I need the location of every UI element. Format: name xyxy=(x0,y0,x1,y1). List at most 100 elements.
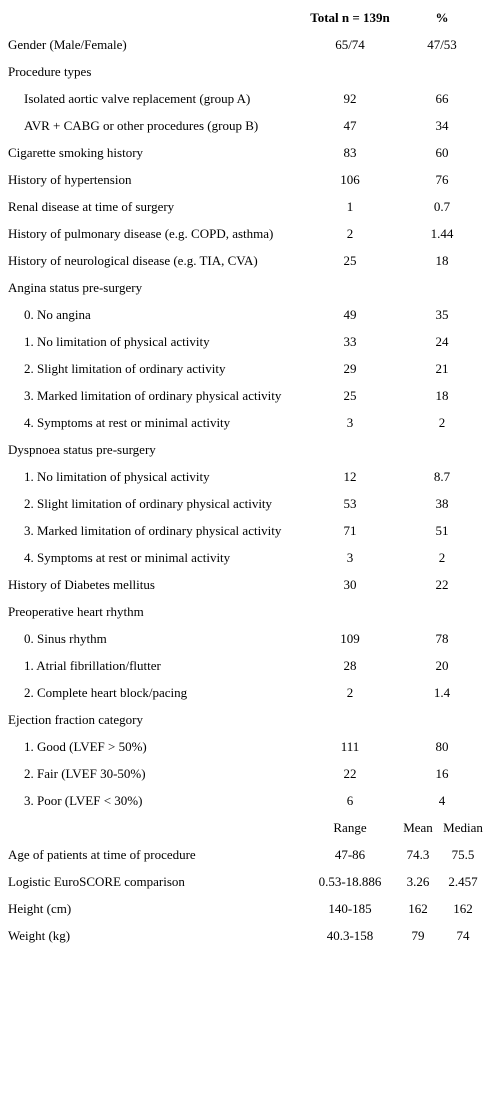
table-row: 0. No angina 49 35 xyxy=(0,301,491,328)
row-count xyxy=(305,274,395,301)
stats-range: 140-185 xyxy=(328,901,372,916)
row-label: 3. Marked limitation of ordinary physica… xyxy=(24,388,282,403)
header-range: Range xyxy=(333,820,367,835)
row-count: 106 xyxy=(340,172,360,187)
row-percent: 16 xyxy=(435,766,449,781)
table-row: Preoperative heart rhythm xyxy=(0,598,491,625)
row-count: 83 xyxy=(343,145,357,160)
table-row: 2. Complete heart block/pacing 2 1.4 xyxy=(0,679,491,706)
stats-range: 40.3-158 xyxy=(326,928,374,943)
row-label: 3. Marked limitation of ordinary physica… xyxy=(24,523,282,538)
row-count: 111 xyxy=(340,739,360,754)
table-row: 1. Good (LVEF > 50%) 111 80 xyxy=(0,733,491,760)
row-percent: 21 xyxy=(435,361,449,376)
row-label: 2. Fair (LVEF 30-50%) xyxy=(24,766,146,781)
table-row: 3. Marked limitation of ordinary physica… xyxy=(0,382,491,409)
row-label: Gender (Male/Female) xyxy=(8,37,127,52)
row-percent: 4 xyxy=(438,793,446,808)
row-label: 4. Symptoms at rest or minimal activity xyxy=(24,415,231,430)
table-row: History of Diabetes mellitus 30 22 xyxy=(0,571,491,598)
table-header-row: Total n = 139n % xyxy=(0,4,491,31)
row-count: 12 xyxy=(343,469,357,484)
stats-row: Weight (kg) 40.3-158 79 74 xyxy=(0,922,491,949)
stats-header-row: Range Mean Median xyxy=(0,814,491,841)
row-label: 2. Slight limitation of ordinary physica… xyxy=(24,496,273,511)
table-row: Angina status pre-surgery xyxy=(0,274,491,301)
row-count: 6 xyxy=(346,793,354,808)
row-count: 49 xyxy=(343,307,357,322)
row-percent: 34 xyxy=(435,118,449,133)
row-label: 2. Complete heart block/pacing xyxy=(24,685,188,700)
table-row: History of hypertension 106 76 xyxy=(0,166,491,193)
row-count: 2 xyxy=(346,685,354,700)
row-count: 30 xyxy=(343,577,357,592)
row-label: History of Diabetes mellitus xyxy=(8,577,155,592)
table-row: Renal disease at time of surgery 1 0.7 xyxy=(0,193,491,220)
row-count xyxy=(305,598,395,625)
row-count: 65/74 xyxy=(335,37,365,52)
header-percent: % xyxy=(435,10,449,25)
row-label: History of pulmonary disease (e.g. COPD,… xyxy=(8,226,274,241)
header-total: Total n = 139n xyxy=(310,10,390,25)
row-label: AVR + CABG or other procedures (group B) xyxy=(24,118,259,133)
table-row: 2. Fair (LVEF 30-50%) 22 16 xyxy=(0,760,491,787)
row-count: 33 xyxy=(343,334,357,349)
row-count: 25 xyxy=(343,253,357,268)
row-count: 3 xyxy=(346,550,354,565)
row-percent: 18 xyxy=(435,388,449,403)
row-count: 25 xyxy=(343,388,357,403)
table-row: Isolated aortic valve replacement (group… xyxy=(0,85,491,112)
row-label: Preoperative heart rhythm xyxy=(8,604,144,619)
table-row: 3. Marked limitation of ordinary physica… xyxy=(0,517,491,544)
table-row: History of pulmonary disease (e.g. COPD,… xyxy=(0,220,491,247)
row-label: History of neurological disease (e.g. TI… xyxy=(8,253,258,268)
row-percent: 2 xyxy=(438,550,446,565)
table-row: 1. No limitation of physical activity 33 2… xyxy=(0,328,491,355)
row-percent: 78 xyxy=(435,631,449,646)
stats-label: Logistic EuroSCORE comparison xyxy=(8,874,185,889)
row-count xyxy=(305,706,395,733)
row-label: History of hypertension xyxy=(8,172,132,187)
row-percent: 60 xyxy=(435,145,449,160)
row-percent: 2 xyxy=(438,415,446,430)
table-row: 3. Poor (LVEF < 30%) 6 4 xyxy=(0,787,491,814)
row-label: Isolated aortic valve replacement (group… xyxy=(24,91,251,106)
table-row: Gender (Male/Female) 65/74 47/53 xyxy=(0,31,491,58)
header-mean: Mean xyxy=(403,820,433,835)
row-label: 1. No limitation of physical activity xyxy=(24,469,210,484)
row-count: 1 xyxy=(346,199,354,214)
table-row: 0. Sinus rhythm 109 78 xyxy=(0,625,491,652)
row-count: 22 xyxy=(343,766,357,781)
row-percent: 66 xyxy=(435,91,449,106)
table-row: 1. No limitation of physical activity 12 8… xyxy=(0,463,491,490)
row-label: Angina status pre-surgery xyxy=(8,280,143,295)
row-label: 2. Slight limitation of ordinary activit… xyxy=(24,361,226,376)
table-row: 2. Slight limitation of ordinary activit… xyxy=(0,355,491,382)
header-median: Median xyxy=(443,820,483,835)
row-count xyxy=(305,436,395,463)
row-label: Ejection fraction category xyxy=(8,712,143,727)
row-percent: 24 xyxy=(435,334,449,349)
row-count: 109 xyxy=(340,631,360,646)
row-percent xyxy=(400,706,484,733)
row-label: 0. No angina xyxy=(24,307,91,322)
stats-mean: 3.26 xyxy=(406,874,430,889)
row-count: 29 xyxy=(343,361,357,376)
stats-mean: 74.3 xyxy=(406,847,430,862)
row-count: 28 xyxy=(343,658,357,673)
row-count: 71 xyxy=(343,523,357,538)
row-percent: 1.44 xyxy=(430,226,454,241)
table-row: 2. Slight limitation of ordinary physica… xyxy=(0,490,491,517)
stats-label: Height (cm) xyxy=(8,901,72,916)
table-row: Procedure types xyxy=(0,58,491,85)
stats-median: 75.5 xyxy=(451,847,475,862)
row-count: 47 xyxy=(343,118,357,133)
row-label: Cigarette smoking history xyxy=(8,145,144,160)
stats-row: Age of patients at time of procedure 47-8… xyxy=(0,841,491,868)
row-percent: 35 xyxy=(435,307,449,322)
stats-median: 162 xyxy=(453,901,473,916)
row-label: 3. Poor (LVEF < 30%) xyxy=(24,793,143,808)
row-count xyxy=(305,58,395,85)
stats-median: 74 xyxy=(456,928,470,943)
row-percent xyxy=(400,598,484,625)
